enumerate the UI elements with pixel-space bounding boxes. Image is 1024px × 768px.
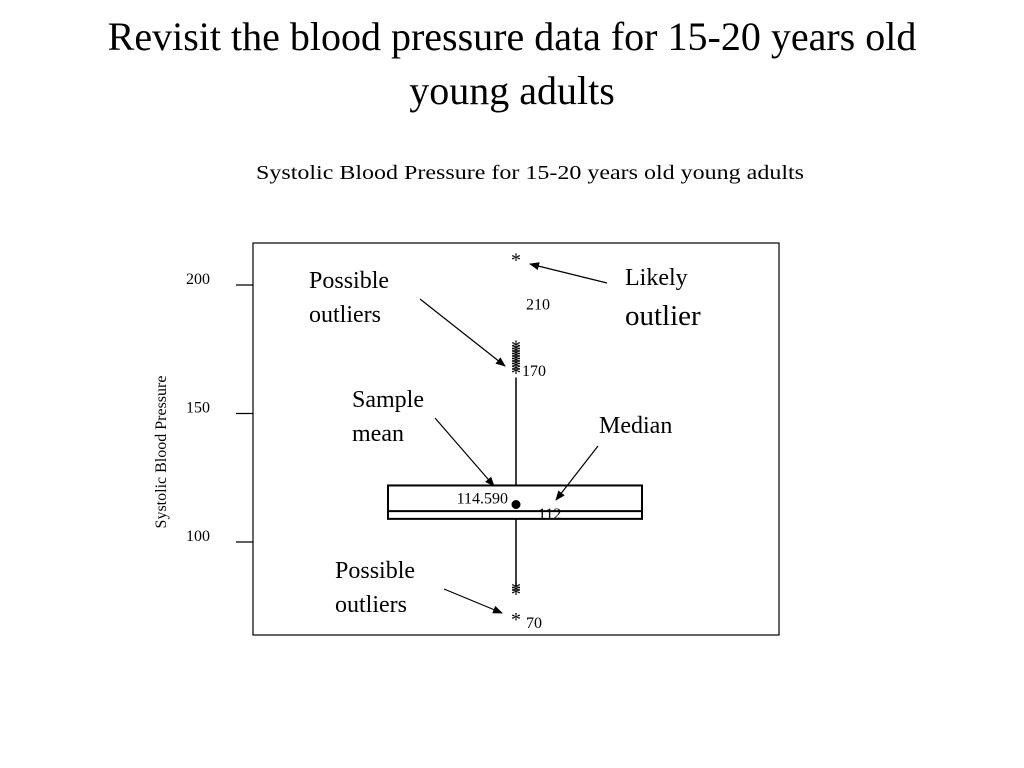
arrow-likely-outlier: [529, 262, 608, 284]
outlier-high-marker: *: [511, 350, 521, 372]
outlier-high-marker: *: [511, 362, 521, 384]
annotation-likely-outlier: Likely outlier: [625, 265, 701, 332]
interquartile-box: [387, 484, 643, 520]
annotation-likely-outlier-line-2: outlier: [625, 300, 701, 332]
max-value-label: 210: [526, 296, 550, 313]
annotation-possible-outliers-bottom: Possible outliers: [335, 558, 421, 618]
outlier-high-marker: *: [511, 355, 521, 377]
outlier-high-marker: *: [511, 342, 521, 364]
y-tick-label: 150: [186, 400, 210, 417]
outlier-low-marker: *: [511, 578, 521, 600]
annotation-sample-mean-line-2: mean: [352, 421, 404, 447]
likely-outlier-marker: *: [511, 249, 521, 271]
mean-marker: [511, 500, 521, 510]
slide-title: Revisit the blood pressure data for 15-2…: [0, 10, 1024, 118]
outlier-low-marker: *: [511, 581, 521, 603]
arrow-possible-outliers-bottom: [443, 588, 503, 614]
arrow-possible-outliers-top: [419, 298, 506, 367]
slide-title-line-1: Revisit the blood pressure data for 15-2…: [107, 14, 917, 59]
y-axis: 100 150 200: [186, 271, 253, 545]
plot-frame: [252, 242, 780, 636]
annotation-median: Median: [599, 413, 672, 439]
annotations: Possible outliers Likely outlier Sample …: [309, 262, 701, 618]
outlier-high-marker: *: [511, 347, 521, 369]
outlier-high-marker: *: [511, 360, 521, 382]
y-tick-label: 200: [186, 271, 210, 288]
chart-title: Systolic Blood Pressure for 15-20 years …: [256, 162, 804, 184]
y-tick-label: 100: [186, 528, 210, 545]
annotation-possible-outliers-top-line-1: Possible: [309, 268, 389, 294]
outlier-high-marker: *: [511, 344, 521, 366]
mean-value-label: 114.590: [457, 491, 508, 508]
slide-title-line-2: young adults: [409, 68, 615, 113]
annotation-possible-outliers-bottom-line-1: Possible: [335, 558, 415, 584]
low-extreme-marker: *: [511, 609, 521, 631]
arrow-sample-mean: [434, 417, 495, 487]
annotation-sample-mean: Sample mean: [352, 387, 430, 447]
annotation-possible-outliers-top-line-2: outliers: [309, 302, 381, 328]
annotation-likely-outlier-line-1: Likely: [625, 265, 688, 291]
outlier-low-marker: *: [511, 583, 521, 605]
arrow-median: [555, 445, 599, 501]
annotation-possible-outliers-top: Possible outliers: [309, 268, 395, 328]
annotation-sample-mean-line-1: Sample: [352, 387, 424, 413]
median-value-label: 112: [538, 506, 561, 523]
outlier-high-marker: *: [511, 352, 521, 374]
low-value-label: 70: [526, 615, 542, 632]
outlier-high-marker: *: [511, 339, 521, 361]
outlier-high-marker: *: [511, 357, 521, 379]
high-cluster-label: 170: [522, 363, 546, 380]
outlier-high-marker: *: [511, 337, 521, 359]
annotation-possible-outliers-bottom-line-2: outliers: [335, 592, 407, 618]
y-axis-label: Systolic Blood Pressure: [153, 376, 170, 529]
